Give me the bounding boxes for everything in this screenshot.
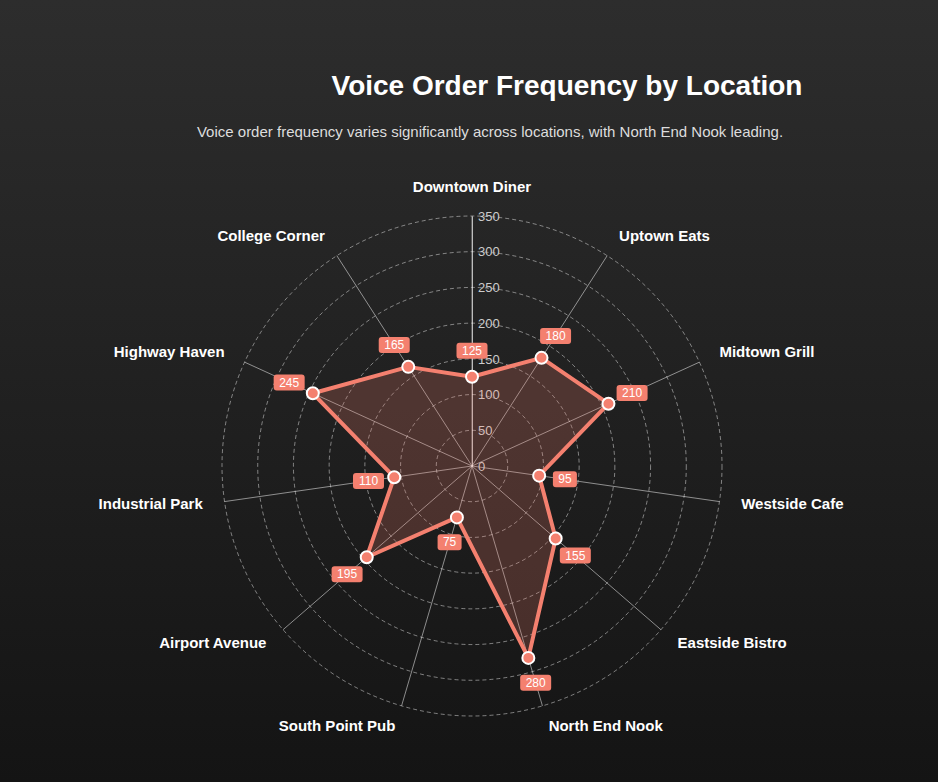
tick-label: 200 xyxy=(478,316,500,331)
chart: Voice Order Frequency by Location Voice o… xyxy=(0,0,938,782)
point xyxy=(536,352,548,364)
category-label: Eastside Bistro xyxy=(678,634,787,651)
tick-label: 250 xyxy=(478,280,500,295)
tick-label: 300 xyxy=(478,244,500,259)
data-label-box xyxy=(353,473,384,489)
grid-circle xyxy=(222,216,722,716)
grid xyxy=(222,216,722,716)
data-label: 155 xyxy=(565,549,585,563)
data-label-box xyxy=(274,375,305,391)
category-label: Airport Avenue xyxy=(159,634,266,651)
category-label: South Point Pub xyxy=(279,717,396,734)
category-label: Uptown Eats xyxy=(619,227,710,244)
title: Voice Order Frequency by Location xyxy=(332,70,803,101)
tick: 200 xyxy=(472,316,500,331)
category-label: Downtown Diner xyxy=(413,178,531,195)
data-label: 210 xyxy=(622,386,642,400)
point xyxy=(307,387,319,399)
data-label-box xyxy=(520,675,551,691)
data-label-box xyxy=(379,337,410,353)
category-label: College Corner xyxy=(217,227,325,244)
point xyxy=(466,371,478,383)
data-label: 195 xyxy=(337,567,357,581)
data-label-box xyxy=(553,471,577,487)
data-label-box xyxy=(560,548,591,564)
category-label: Highway Haven xyxy=(114,343,225,360)
data-label: 125 xyxy=(462,344,482,358)
data-labels: 125 180 210 95 155 280 75 195 110 245 165 xyxy=(274,328,648,691)
point xyxy=(522,652,534,664)
data-label: 110 xyxy=(359,474,378,488)
point xyxy=(451,511,463,523)
data-label-box xyxy=(617,385,648,401)
tick: 250 xyxy=(472,280,500,295)
data-label: 180 xyxy=(546,329,566,343)
category-label: Westside Cafe xyxy=(741,495,843,512)
category-label: North End Nook xyxy=(549,717,664,734)
subtitle: Voice order frequency varies significant… xyxy=(197,123,783,140)
point xyxy=(533,470,545,482)
tick: 300 xyxy=(472,244,500,259)
category-label: Midtown Grill xyxy=(719,343,814,360)
point xyxy=(550,533,562,545)
tick-label: 350 xyxy=(478,209,500,224)
point xyxy=(402,361,414,373)
data-label: 75 xyxy=(443,535,457,549)
point xyxy=(388,471,400,483)
point xyxy=(361,551,373,563)
data-label-box xyxy=(457,343,488,359)
data-label-box xyxy=(332,566,363,582)
radar: Downtown Diner Uptown Eats Midtown Grill We… xyxy=(99,178,844,734)
data-label: 280 xyxy=(526,676,546,690)
point xyxy=(602,398,614,410)
marks xyxy=(307,352,615,664)
data-label-box xyxy=(540,328,571,344)
data-label-box xyxy=(438,534,462,550)
tick: 350 xyxy=(472,209,500,224)
data-label: 245 xyxy=(279,376,299,390)
radar-area xyxy=(313,358,609,658)
data-label: 95 xyxy=(558,472,572,486)
data-label: 165 xyxy=(384,338,404,352)
category-label: Industrial Park xyxy=(99,495,204,512)
